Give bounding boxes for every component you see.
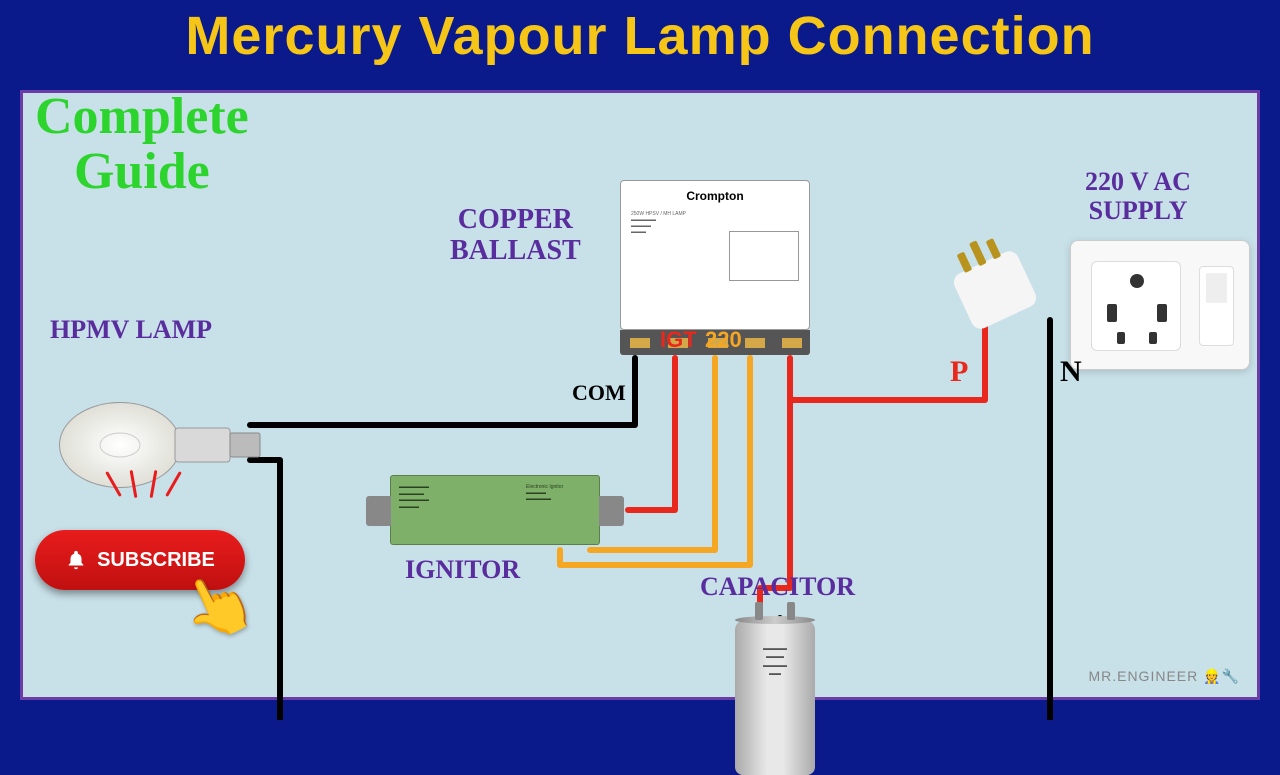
copper-ballast: Crompton 250W HPSV / MH LAMP▬▬▬▬▬▬▬▬▬▬▬▬: [620, 180, 810, 330]
title-text: Mercury Vapour Lamp Connection: [185, 6, 1094, 66]
ballast-brand: Crompton: [621, 181, 809, 203]
wall-socket: [1070, 240, 1250, 370]
ballast-label: COPPER BALLAST: [450, 205, 581, 267]
main-title: Mercury Vapour Lamp Connection: [0, 5, 1280, 67]
com-label: COM: [572, 380, 626, 406]
subtitle: Complete Guide: [35, 90, 249, 199]
capacitor-label: CAPACITOR: [700, 572, 855, 602]
supply-label: 220 V AC SUPPLY: [1085, 168, 1191, 225]
watermark: MR.ENGINEER 👷🔧: [1088, 668, 1240, 685]
subtitle-line1: Complete: [35, 90, 249, 145]
ignitor-label: IGNITOR: [405, 555, 520, 585]
p-label: P: [950, 355, 968, 389]
igt-label: IGT: [660, 327, 697, 353]
ignitor: ▬▬▬▬▬▬▬▬▬▬▬▬▬▬▬▬▬▬▬▬▬ Electronic Ignitor…: [390, 475, 600, 545]
socket-switch: [1199, 266, 1234, 346]
n-label: N: [1060, 355, 1082, 389]
capacitor: ▬▬▬▬▬▬▬▬▬▬▬▬▬: [735, 620, 815, 775]
v220-label: 220: [705, 327, 742, 353]
subscribe-label: SUBSCRIBE: [97, 549, 215, 572]
subtitle-line2: Guide: [35, 145, 249, 200]
wire-neutral-to-plug: [780, 320, 1050, 720]
socket-outlet: [1091, 261, 1181, 351]
hpmv-lamp: [50, 390, 270, 505]
lamp-label: HPMV LAMP: [50, 315, 212, 345]
lamp-icon: [50, 390, 270, 500]
bell-icon: [65, 549, 87, 571]
